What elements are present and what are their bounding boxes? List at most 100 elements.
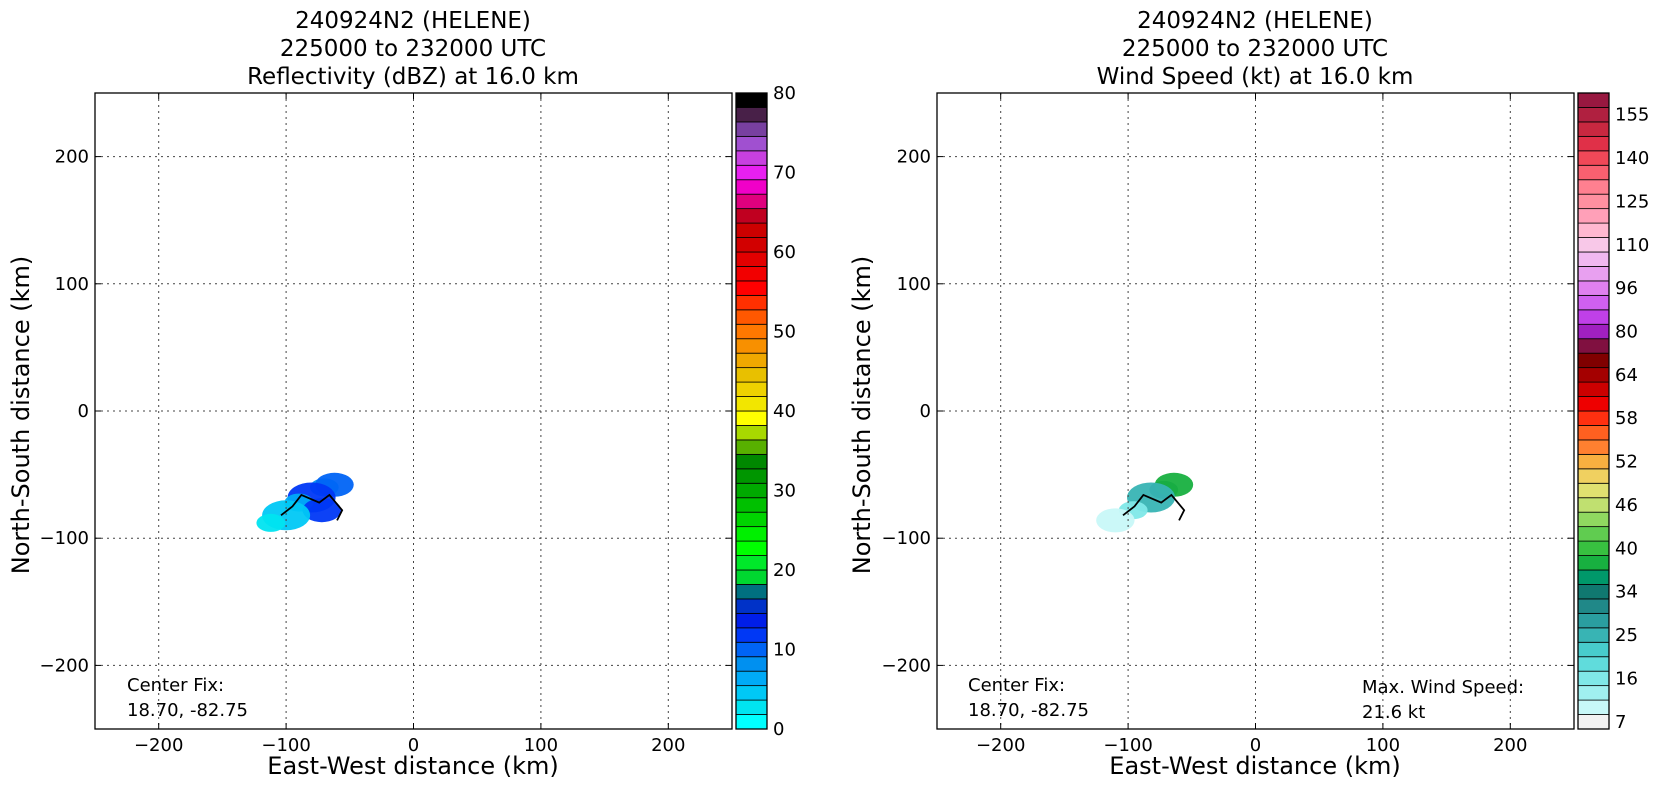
colorbar-segment	[1577, 410, 1610, 426]
colorbar-tick-label: 16	[1615, 668, 1638, 689]
colorbar-segment	[1577, 251, 1610, 267]
colorbar-segment	[1577, 468, 1610, 484]
colorbar-segment	[735, 497, 768, 513]
colorbar-segment	[1577, 92, 1610, 108]
colorbar-segment	[1577, 367, 1610, 383]
colorbar-segment	[1577, 714, 1610, 730]
colorbar-segment	[1577, 511, 1610, 528]
colorbar-segment	[1577, 555, 1610, 571]
colorbar-segment	[735, 555, 768, 571]
colorbar-segment	[1577, 670, 1610, 687]
colorbar-segment	[735, 222, 768, 238]
colorbar-segment	[1577, 338, 1610, 354]
colorbar-segment	[1577, 193, 1610, 210]
colorbar-segment	[735, 612, 768, 629]
chart-title-line1: 240924N2 (HELENE)	[295, 8, 531, 34]
colorbar-segment	[735, 699, 768, 715]
y-tick-label: 200	[897, 147, 931, 168]
colorbar-tick-label: 20	[773, 560, 796, 581]
colorbar-segment	[1577, 121, 1610, 137]
colorbar-segment	[735, 569, 768, 585]
colorbar-tick-label: 52	[1615, 452, 1638, 473]
colorbar-segment	[735, 208, 768, 224]
colorbar-segment	[735, 627, 768, 643]
x-tick-label: −200	[976, 735, 1025, 756]
colorbar-segment	[735, 410, 768, 426]
colorbar-segment	[735, 309, 768, 325]
colorbar-tick-label: 40	[773, 401, 796, 422]
colorbar-segment	[735, 135, 768, 152]
colorbar-tick-label: 7	[1615, 712, 1626, 733]
x-tick-label: 0	[408, 735, 419, 756]
colorbar-segment	[1577, 627, 1610, 643]
colorbar-segment	[1577, 309, 1610, 325]
colorbar-tick-label: 60	[773, 242, 796, 263]
colorbar-segment	[735, 396, 768, 412]
colorbar-tick-label: 110	[1615, 235, 1649, 256]
colorbar-tick-label: 64	[1615, 365, 1638, 386]
center-fix-value: 18.70, -82.75	[127, 700, 248, 721]
y-tick-label: −100	[40, 528, 89, 549]
x-tick-label: 200	[651, 735, 685, 756]
y-tick-label: −200	[40, 655, 89, 676]
reflectivity-panel: 240924N2 (HELENE) 225000 to 232000 UTC R…	[7, 8, 796, 780]
echo-cell	[256, 513, 286, 532]
colorbar-segment	[735, 266, 768, 282]
colorbar-tick-label: 96	[1615, 278, 1638, 299]
chart-title-line2: 225000 to 232000 UTC	[280, 36, 546, 62]
colorbar-segment	[1577, 453, 1610, 470]
colorbar-tick-label: 58	[1615, 408, 1638, 429]
echo-cell	[1096, 508, 1135, 533]
colorbar-segment	[735, 121, 768, 137]
colorbar-tick-label: 40	[1615, 538, 1638, 559]
colorbar-segment	[735, 641, 768, 658]
max-wind-label: Max. Wind Speed:	[1362, 677, 1524, 698]
colorbar-segment	[1577, 294, 1610, 311]
x-tick-label: −200	[134, 735, 183, 756]
x-tick-label: −100	[1103, 735, 1152, 756]
colorbar-segment	[1577, 352, 1610, 369]
plot-area: −200 −100 0 100 200 200 100 0 −100 −200	[40, 92, 733, 756]
colorbar-tick-label: 155	[1615, 105, 1649, 126]
colorbar-frame	[1577, 92, 1610, 730]
colorbar-segment	[735, 526, 768, 542]
colorbar-segment	[735, 367, 768, 383]
x-axis-label: East-West distance (km)	[267, 752, 558, 780]
max-wind-value: 21.6 kt	[1362, 702, 1425, 723]
colorbar-segment	[735, 107, 768, 123]
y-tick-label: 0	[920, 401, 931, 422]
colorbar-tick-label: 70	[773, 163, 796, 184]
x-axis-label: East-West distance (km)	[1109, 752, 1400, 780]
colorbar-segment	[735, 714, 768, 730]
colorbar-segment	[735, 338, 768, 354]
colorbar-segment	[1577, 208, 1610, 224]
colorbar-segment	[735, 280, 768, 296]
y-tick-label: 0	[78, 401, 89, 422]
colorbar-segment	[735, 294, 768, 311]
colorbar-segment	[735, 251, 768, 267]
colorbar-segment	[1577, 323, 1610, 340]
colorbar-segment	[1577, 266, 1610, 282]
colorbar-segment	[1577, 237, 1610, 253]
colorbar-segment	[735, 584, 768, 600]
colorbar-segment	[735, 468, 768, 484]
y-tick-label: 100	[897, 274, 931, 295]
colorbar-segment	[1577, 497, 1610, 513]
colorbar-segment	[735, 482, 768, 499]
storm-track	[1122, 493, 1186, 521]
colorbar-tick-label: 0	[773, 719, 784, 740]
colorbar-segment	[735, 150, 768, 166]
colorbar-segment	[1577, 656, 1610, 672]
colorbar-segment	[1577, 135, 1610, 152]
colorbar-segment	[1577, 150, 1610, 166]
colorbar-segment	[1577, 107, 1610, 123]
colorbar-segment	[735, 439, 768, 455]
reflectivity-colorbar: 0 10 20 30 40 50 60 70 80	[735, 83, 796, 740]
colorbar-segment	[1577, 641, 1610, 658]
colorbar-tick-label: 140	[1615, 148, 1649, 169]
colorbar-segment	[735, 511, 768, 528]
colorbar-segment	[735, 193, 768, 210]
chart-title-line3: Reflectivity (dBZ) at 16.0 km	[247, 64, 579, 90]
colorbar-tick-label: 25	[1615, 625, 1638, 646]
